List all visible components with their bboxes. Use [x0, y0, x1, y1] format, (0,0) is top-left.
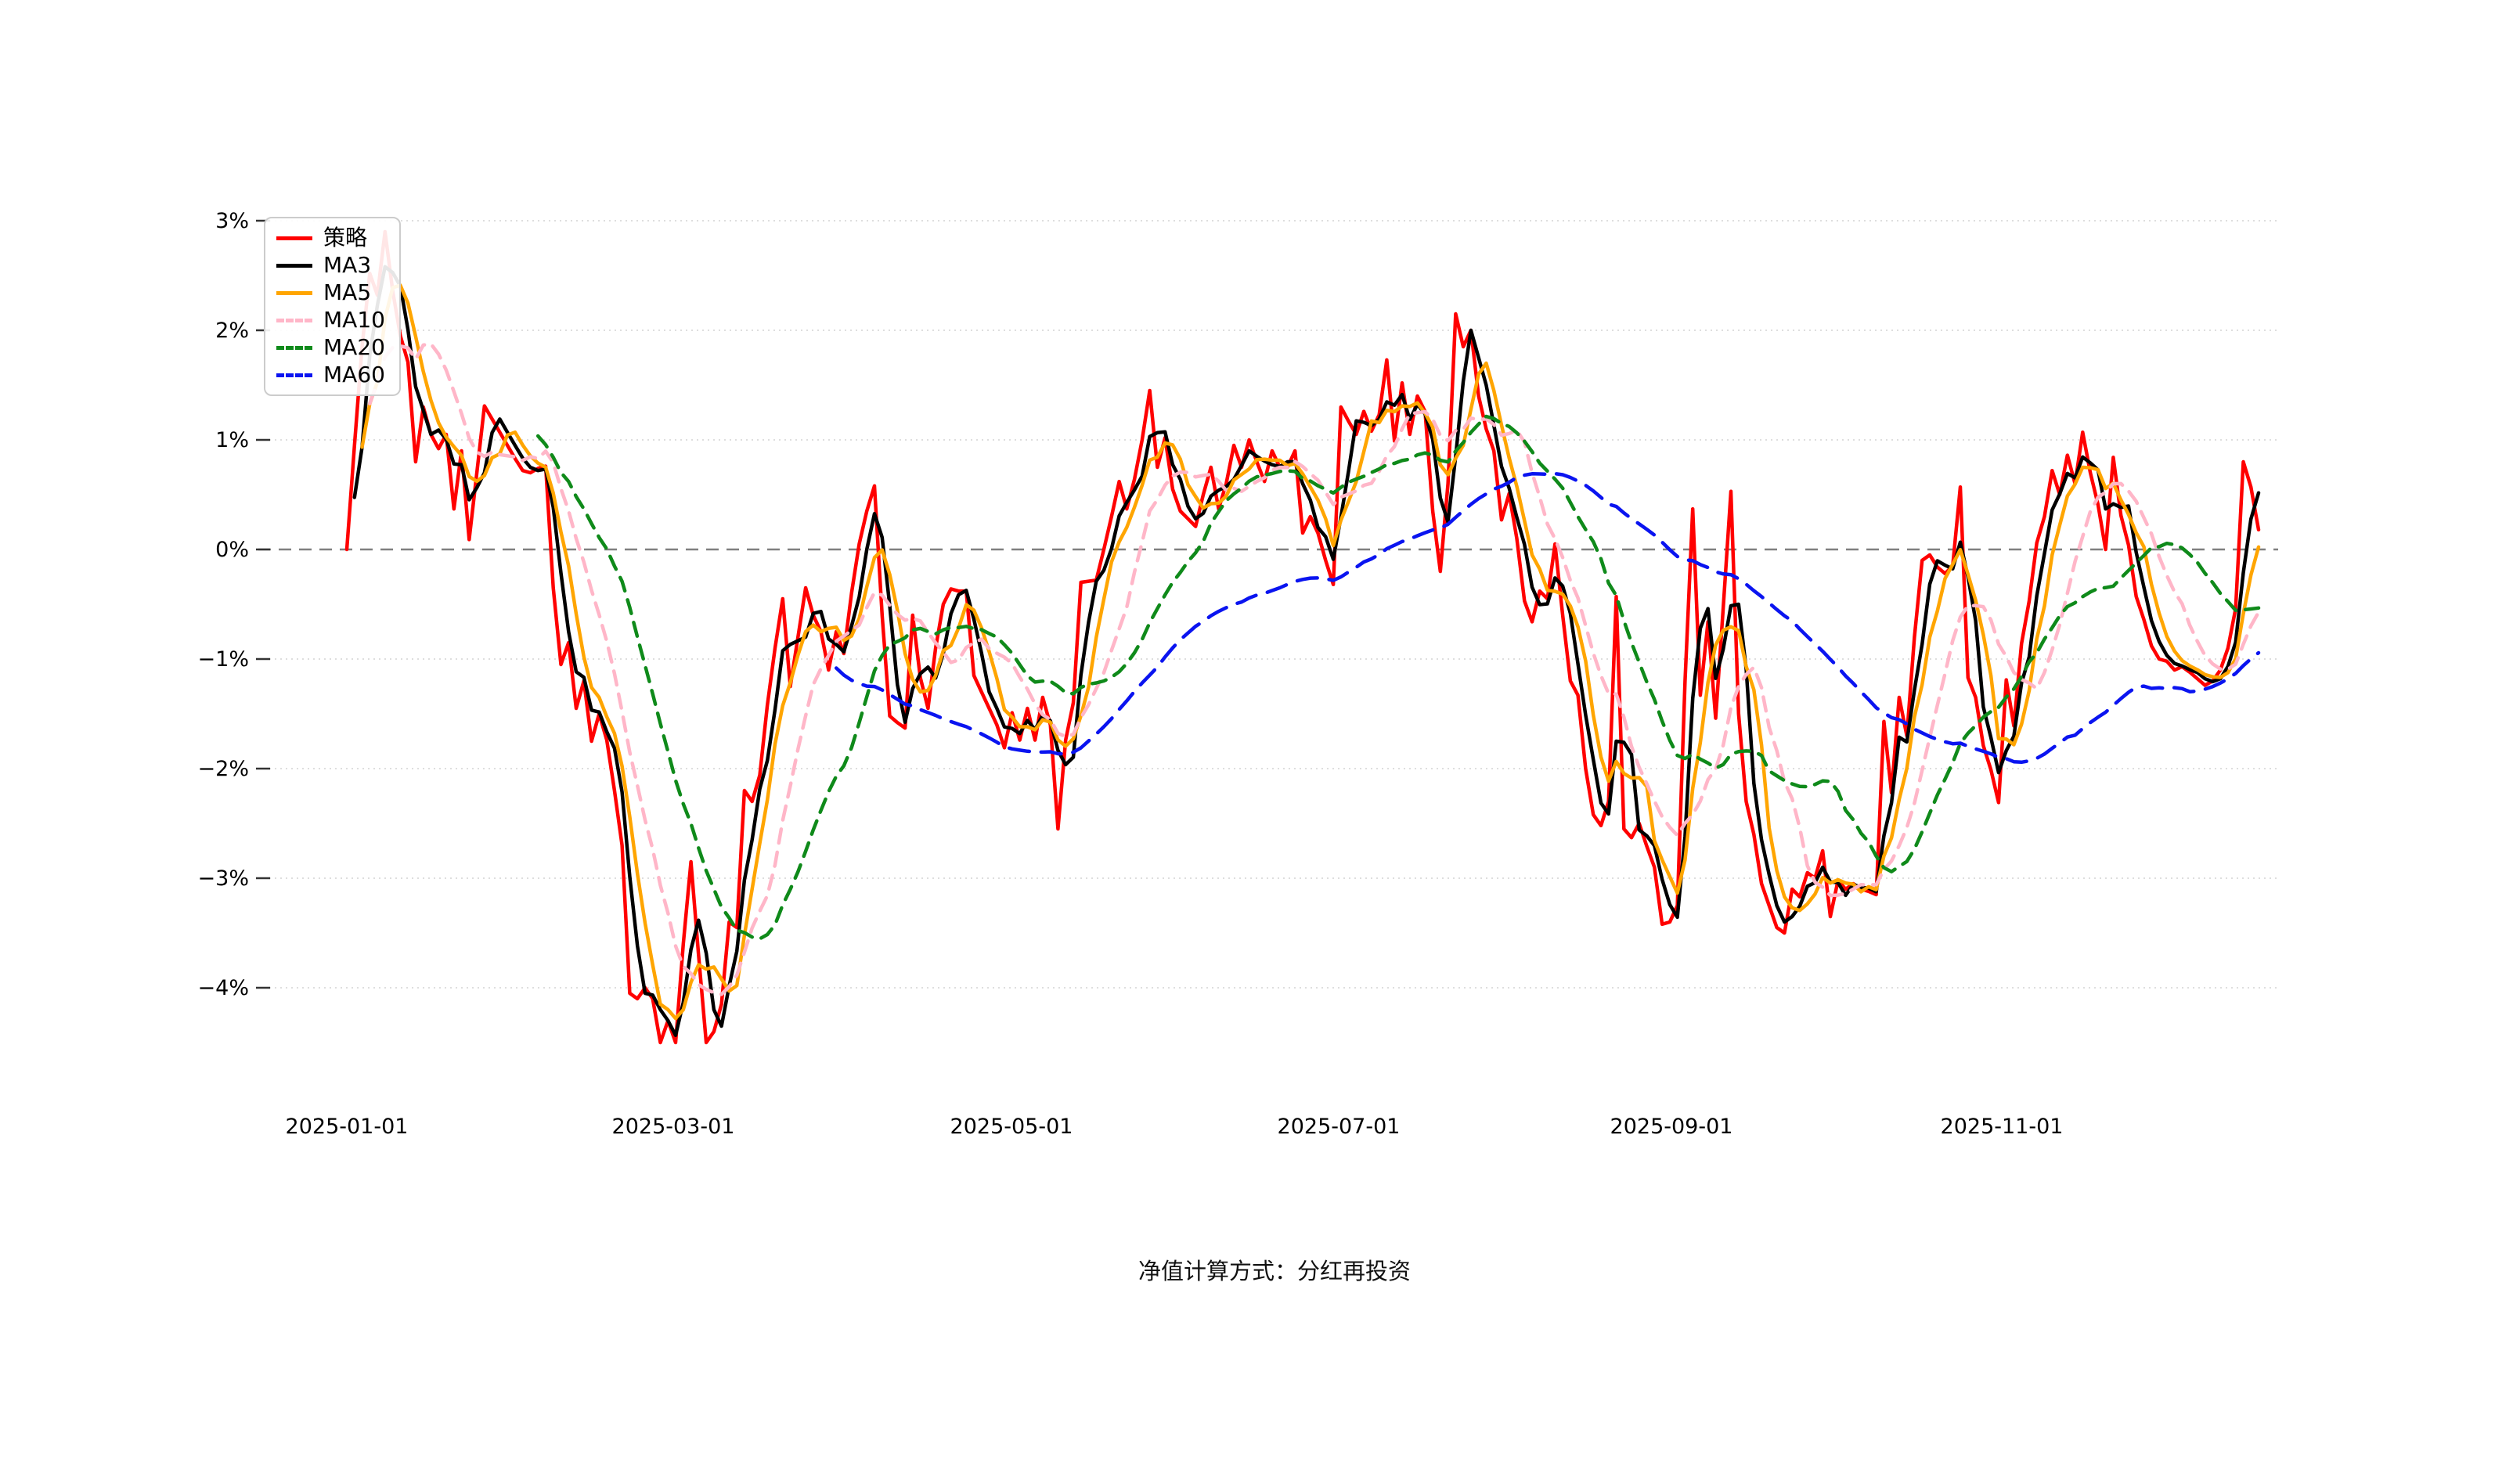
y-axis-tick-label: −1%: [198, 647, 249, 672]
y-axis-tick-label: 1%: [215, 428, 249, 452]
legend-item-策略: 策略: [276, 225, 385, 250]
chart-caption: 净值计算方式：分红再投资: [1138, 1258, 1412, 1284]
grid-lines: [258, 220, 2278, 989]
legend-item-ma5: MA5: [276, 279, 385, 305]
series-ma3-line: [352, 265, 2261, 1037]
x-axis-tick-label: 2025-01-01: [286, 1115, 409, 1139]
legend-label: MA5: [323, 279, 372, 305]
series-ma60-line: [834, 471, 2261, 765]
y-axis-tick-label: 0%: [215, 538, 249, 562]
axis-labels: 3% 2% 1% 0% −1% −2% −3% −4% 2025-01-01 2025-03-01…: [198, 209, 2064, 1139]
y-axis-tick-label: −4%: [198, 976, 249, 1000]
legend-label: 策略: [323, 225, 368, 250]
legend-line-sample: [276, 318, 312, 322]
series-strategy-line: [344, 229, 2261, 1045]
legend-label: MA3: [323, 252, 372, 278]
y-axis-tick-label: −2%: [198, 757, 249, 781]
legend-label: MA10: [323, 307, 385, 333]
x-axis-tick-label: 2025-07-01: [1278, 1115, 1401, 1139]
legend-line-sample: [276, 236, 312, 240]
legend-line-sample: [276, 290, 312, 295]
series-ma5-line: [360, 283, 2261, 1021]
legend-label: MA20: [323, 334, 385, 360]
legend-line-sample: [276, 373, 312, 377]
legend-line-sample: [276, 345, 312, 350]
y-axis-tick-label: 2%: [215, 319, 249, 343]
legend-label: MA60: [323, 362, 385, 387]
legend: 策略 MA3 MA5 MA10 MA20 MA60: [264, 217, 401, 396]
legend-line-sample: [276, 263, 312, 268]
legend-item-ma10: MA10: [276, 307, 385, 333]
chart-series: [344, 229, 2261, 1045]
legend-item-ma60: MA60: [276, 362, 385, 387]
legend-item-ma20: MA20: [276, 337, 385, 358]
series-ma20-line: [535, 414, 2261, 941]
y-axis-tick-label: −3%: [198, 866, 249, 891]
x-axis-tick-label: 2025-09-01: [1610, 1115, 1733, 1139]
x-axis-tick-label: 2025-03-01: [612, 1115, 735, 1139]
series-ma10-line: [368, 342, 2261, 996]
y-axis-tick-label: 3%: [215, 209, 249, 233]
x-axis-tick-label: 2025-05-01: [950, 1115, 1073, 1139]
legend-item-ma3: MA3: [276, 252, 385, 278]
x-axis-tick-label: 2025-11-01: [1941, 1115, 2064, 1139]
